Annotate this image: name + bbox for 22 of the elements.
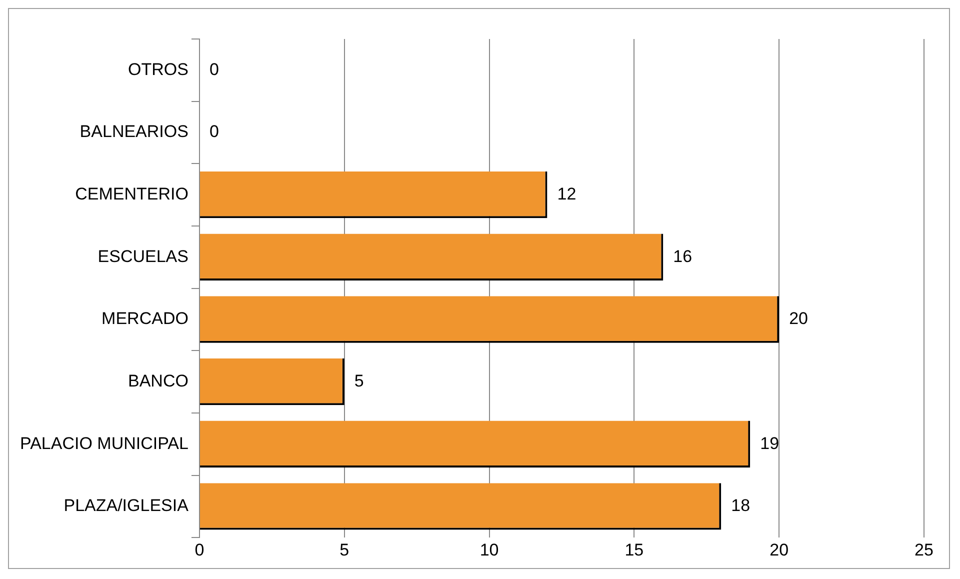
data-label: 12 bbox=[557, 184, 576, 204]
data-label: 20 bbox=[789, 309, 808, 328]
y-tick-label: MERCADO bbox=[102, 309, 188, 328]
x-tick-label: 5 bbox=[340, 540, 350, 560]
x-tick-label: 25 bbox=[914, 540, 934, 560]
data-label: 5 bbox=[354, 371, 364, 390]
x-tick-label: 20 bbox=[770, 540, 789, 560]
x-tick-label: 15 bbox=[624, 540, 644, 560]
y-tick-label: ESCUELAS bbox=[98, 246, 188, 266]
y-tick-label: CEMENTERIO bbox=[75, 184, 188, 204]
x-tick-label: 0 bbox=[194, 540, 204, 560]
data-label: 0 bbox=[209, 122, 219, 142]
y-tick-label: PLAZA/IGLESIA bbox=[64, 496, 190, 516]
data-label: 16 bbox=[673, 246, 692, 266]
y-tick-label: BANCO bbox=[128, 371, 188, 390]
x-tick-label: 10 bbox=[480, 540, 499, 560]
data-label: 19 bbox=[760, 434, 780, 453]
y-tick-label: BALNEARIOS bbox=[80, 122, 188, 142]
y-tick-label: OTROS bbox=[128, 60, 188, 79]
data-label: 0 bbox=[209, 60, 219, 79]
y-tick-label: PALACIO MUNICIPAL bbox=[20, 434, 188, 453]
data-label: 18 bbox=[731, 496, 750, 516]
